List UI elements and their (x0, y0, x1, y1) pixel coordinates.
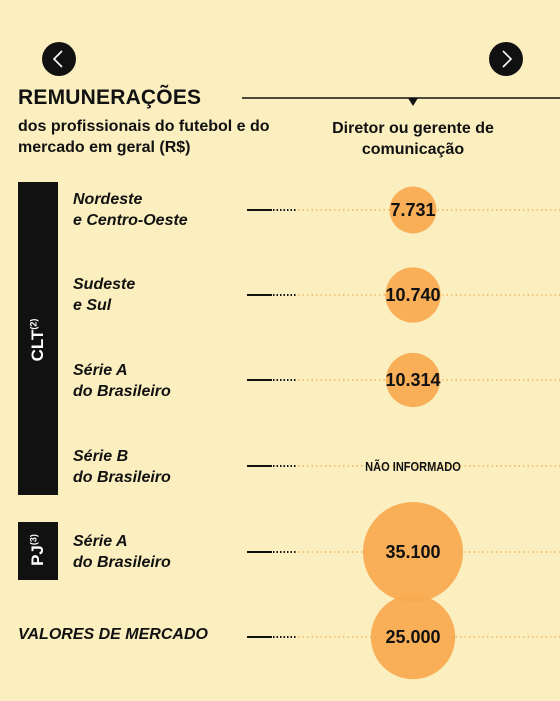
pj-bar (18, 522, 58, 580)
subtitle: dos profissionais do futebol e do mercad… (18, 118, 270, 156)
row-label-nordeste: Nordeste e Centro-Oeste (73, 191, 188, 229)
value-bubble (370, 594, 456, 680)
clt-label: CLT(2) (28, 318, 47, 362)
value-bubble (363, 502, 463, 602)
column-header: Diretor ou gerente de comunicação (332, 120, 494, 158)
value-label: 35.100 (385, 542, 440, 562)
value-label: 7.731 (390, 200, 435, 220)
clt-bar (18, 182, 58, 495)
pj-label: PJ(3) (28, 534, 47, 566)
value-bubble (389, 186, 437, 234)
not-informed-label: NÃO INFORMADO (365, 458, 461, 474)
chevron-left-icon (52, 50, 63, 68)
value-bubble (385, 267, 441, 323)
page-title: REMUNERAÇÕES (18, 86, 202, 109)
value-label: 25.000 (385, 627, 440, 647)
value-label: 10.740 (385, 285, 440, 305)
prev-button[interactable] (42, 42, 76, 76)
value-bubble (385, 352, 441, 408)
header-arrow (408, 98, 418, 106)
row-label-market: VALORES DE MERCADO (18, 626, 208, 643)
value-label: 10.314 (385, 370, 440, 390)
next-button[interactable] (489, 42, 523, 76)
chevron-right-icon (502, 50, 513, 68)
row-label-sudeste: Sudeste e Sul (73, 276, 136, 314)
